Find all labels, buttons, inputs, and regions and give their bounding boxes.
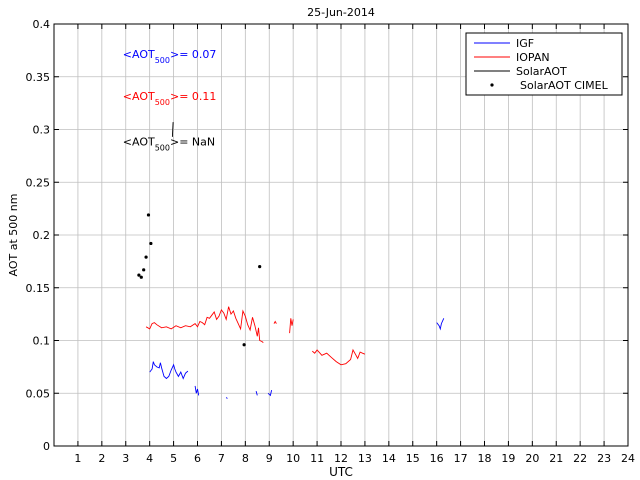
series-igf-line [436,318,445,331]
y-tick-label: 0.15 [26,282,51,295]
y-axis-label: AOT at 500 nm [7,194,20,277]
series-igf-line [194,385,200,396]
grid [54,23,629,447]
x-tick-label: 4 [146,452,153,465]
x-tick-label: 7 [218,452,225,465]
series-igf-line [255,390,258,396]
x-tick-label: 19 [501,452,515,465]
y-tick-label: 0.3 [33,124,51,137]
x-tick-label: 15 [406,452,420,465]
x-tick-label: 16 [430,452,444,465]
y-tick-label: 0.4 [33,18,51,31]
y-tick-label: 0.2 [33,229,51,242]
series-solaraot-cimel-point [258,265,262,269]
x-tick-label: 24 [621,452,635,465]
series-solaraot-cimel-point [242,343,246,347]
legend-iopan-label: IOPAN [516,51,550,64]
legend-igf-label: IGF [516,37,534,50]
series-solaraot-cimel-point [146,213,151,217]
x-tick-label: 12 [334,452,348,465]
x-tick-label: 10 [286,452,300,465]
aot-mean-annotation: <AOT500>= NaN [123,135,215,152]
series-solaraot-cimel-point [139,275,143,279]
series-igf-line [225,397,228,399]
x-tick-label: 22 [573,452,587,465]
x-axis-label: UTC [329,465,353,479]
series-solaraot-cimel-point [142,268,146,272]
x-tick-label: 11 [310,452,324,465]
series-solaraot-line [171,122,174,137]
legend-solaraot-label: SolarAOT [516,65,567,78]
y-tick-label: 0.25 [26,176,51,189]
series-iopan-line [145,306,264,343]
axis-ticks: 1 2 3 4 5 6 7 8 9 10 11 12 13 14 15 16 17 18 19 20 21 22 23 240… [26,18,636,465]
y-tick-label: 0 [43,440,50,453]
x-tick-label: 17 [454,452,468,465]
series-solaraot-cimel-point [137,273,141,277]
legend-solaraot-cimel-label: SolarAOT CIMEL [520,79,609,92]
series-iopan-line [273,320,277,324]
x-tick-label: 14 [382,452,396,465]
series-solaraot-cimel-point [149,241,153,246]
x-tick-label: 13 [358,452,372,465]
x-tick-label: 5 [170,452,177,465]
x-tick-label: 23 [597,452,611,465]
x-tick-label: 1 [74,452,81,465]
series-igf-line [267,390,273,397]
x-tick-label: 18 [478,452,492,465]
chart-title: 25-Jun-2014 [307,6,375,19]
x-tick-label: 3 [122,452,129,465]
y-tick-label: 0.1 [33,335,51,348]
plot-area [137,122,445,399]
x-tick-label: 9 [266,452,273,465]
series-igf-line [149,361,189,380]
y-tick-label: 0.05 [26,387,51,400]
series-iopan-line [289,318,294,334]
x-tick-label: 20 [525,452,539,465]
annotations: <AOT500>= 0.07 <AOT500>= 0.11 <AOT500>= Na… [123,48,217,153]
x-tick-label: 21 [549,452,563,465]
x-tick-label: 8 [242,452,249,465]
series-solaraot-cimel-point [144,255,148,259]
aot-mean-annotation: <AOT500>= 0.11 [123,90,217,107]
legend-solaraot-cimel-swatch [490,83,494,87]
aot-mean-annotation: <AOT500>= 0.07 [123,48,217,65]
y-tick-label: 0.35 [26,71,51,84]
x-tick-label: 2 [98,452,105,465]
series-iopan-line [312,348,366,366]
x-tick-label: 6 [194,452,201,465]
